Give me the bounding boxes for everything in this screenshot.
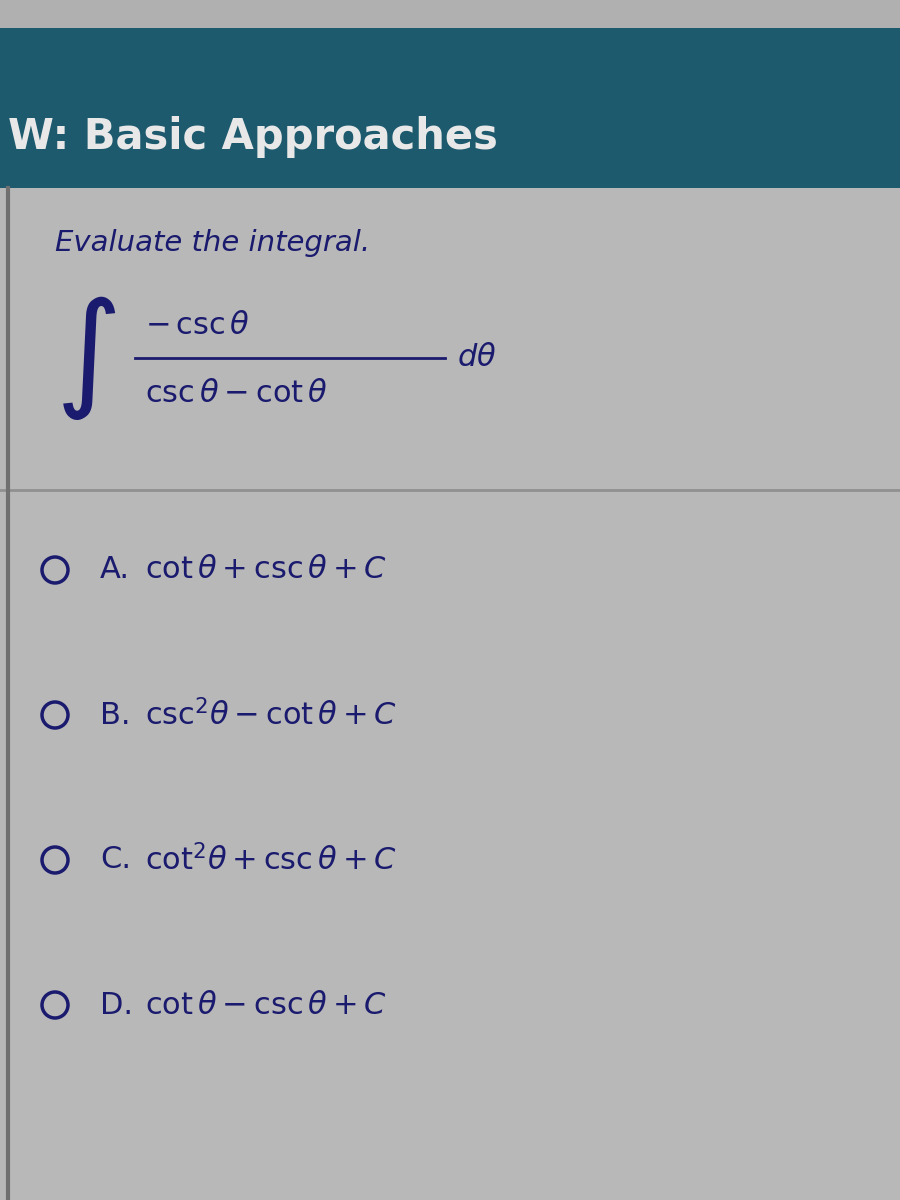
- Text: $\mathrm{cot}\,\theta + \mathrm{csc}\,\theta + C$: $\mathrm{cot}\,\theta + \mathrm{csc}\,\t…: [145, 556, 387, 584]
- Text: $\mathrm{cot}^{2}\theta + \mathrm{csc}\,\theta + C$: $\mathrm{cot}^{2}\theta + \mathrm{csc}\,…: [145, 844, 397, 876]
- Text: $\mathrm{csc}^{2}\theta - \mathrm{cot}\,\theta + C$: $\mathrm{csc}^{2}\theta - \mathrm{cot}\,…: [145, 698, 397, 731]
- Text: $-\,\mathrm{csc}\,\theta$: $-\,\mathrm{csc}\,\theta$: [145, 312, 250, 341]
- Text: $\mathrm{csc}\,\theta - \mathrm{cot}\,\theta$: $\mathrm{csc}\,\theta - \mathrm{cot}\,\t…: [145, 378, 328, 408]
- Text: A.: A.: [100, 556, 130, 584]
- Text: $\int$: $\int$: [55, 294, 116, 421]
- Text: $\mathrm{cot}\,\theta - \mathrm{csc}\,\theta + C$: $\mathrm{cot}\,\theta - \mathrm{csc}\,\t…: [145, 990, 387, 1020]
- Text: B.: B.: [100, 701, 130, 730]
- Text: W: Basic Approaches: W: Basic Approaches: [8, 115, 498, 157]
- Bar: [0, 28, 900, 188]
- Bar: [0, 0, 900, 28]
- Text: Evaluate the integral.: Evaluate the integral.: [55, 229, 370, 257]
- Text: $d\theta$: $d\theta$: [457, 343, 497, 372]
- Text: D.: D.: [100, 990, 133, 1020]
- Text: C.: C.: [100, 846, 131, 875]
